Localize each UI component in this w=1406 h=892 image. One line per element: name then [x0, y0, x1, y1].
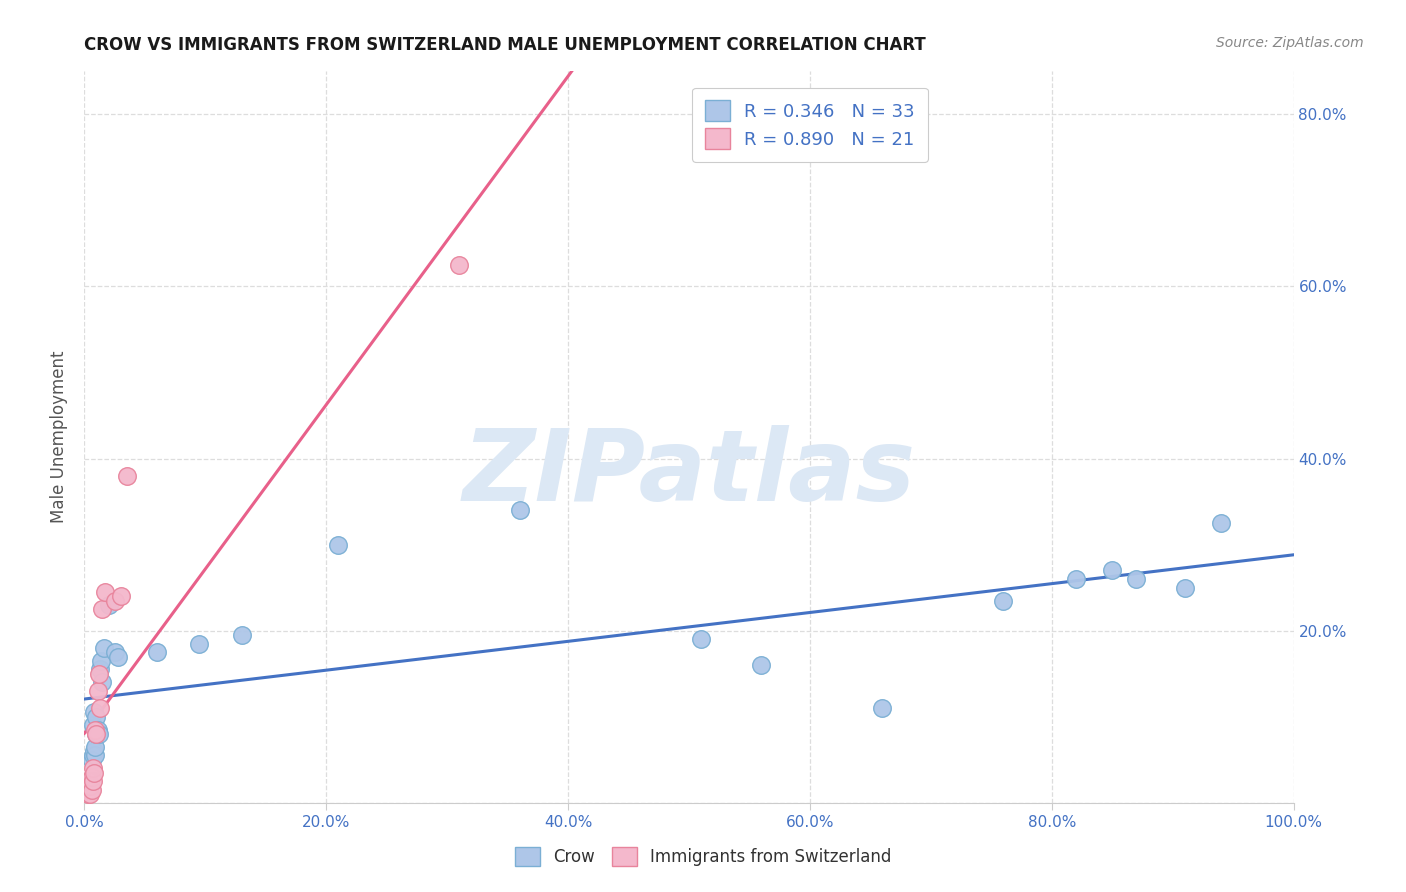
Point — [328, 538, 350, 552]
Point — [83, 744, 105, 758]
Point — [82, 748, 104, 763]
Point — [84, 739, 107, 754]
Point — [89, 701, 111, 715]
Point — [83, 765, 105, 780]
Point — [104, 645, 127, 659]
Point — [93, 640, 115, 655]
Point — [83, 706, 105, 720]
Point — [104, 593, 127, 607]
Point — [77, 783, 100, 797]
Point — [1174, 581, 1197, 595]
Point — [90, 654, 112, 668]
Text: ZIPatlas: ZIPatlas — [463, 425, 915, 522]
Point — [97, 598, 120, 612]
Point — [84, 748, 107, 763]
Point — [94, 585, 117, 599]
Point — [79, 787, 101, 801]
Point — [87, 727, 110, 741]
Point — [86, 710, 108, 724]
Y-axis label: Male Unemployment: Male Unemployment — [51, 351, 69, 524]
Point — [79, 779, 101, 793]
Point — [82, 774, 104, 789]
Point — [1125, 572, 1147, 586]
Point — [110, 589, 132, 603]
Point — [231, 628, 253, 642]
Point — [82, 718, 104, 732]
Point — [993, 593, 1015, 607]
Point — [91, 602, 114, 616]
Point — [84, 723, 107, 737]
Point — [82, 761, 104, 775]
Point — [77, 787, 100, 801]
Point — [77, 774, 100, 789]
Point — [115, 468, 138, 483]
Point — [80, 783, 103, 797]
Point — [80, 770, 103, 784]
Point — [107, 649, 129, 664]
Point — [86, 727, 108, 741]
Point — [86, 684, 108, 698]
Legend: Crow, Immigrants from Switzerland: Crow, Immigrants from Switzerland — [506, 838, 900, 875]
Point — [86, 727, 108, 741]
Point — [1101, 564, 1123, 578]
Point — [91, 675, 114, 690]
Point — [872, 701, 894, 715]
Legend: R = 0.346   N = 33, R = 0.890   N = 21: R = 0.346 N = 33, R = 0.890 N = 21 — [692, 87, 928, 162]
Point — [1209, 516, 1232, 530]
Point — [449, 258, 471, 272]
Point — [751, 658, 773, 673]
Point — [509, 503, 531, 517]
Text: CROW VS IMMIGRANTS FROM SWITZERLAND MALE UNEMPLOYMENT CORRELATION CHART: CROW VS IMMIGRANTS FROM SWITZERLAND MALE… — [84, 36, 927, 54]
Point — [690, 632, 713, 647]
Point — [188, 637, 211, 651]
Point — [79, 779, 101, 793]
Text: Source: ZipAtlas.com: Source: ZipAtlas.com — [1216, 36, 1364, 50]
Point — [86, 723, 108, 737]
Point — [80, 753, 103, 767]
Point — [1064, 572, 1087, 586]
Point — [89, 662, 111, 676]
Point — [87, 666, 110, 681]
Point — [146, 645, 169, 659]
